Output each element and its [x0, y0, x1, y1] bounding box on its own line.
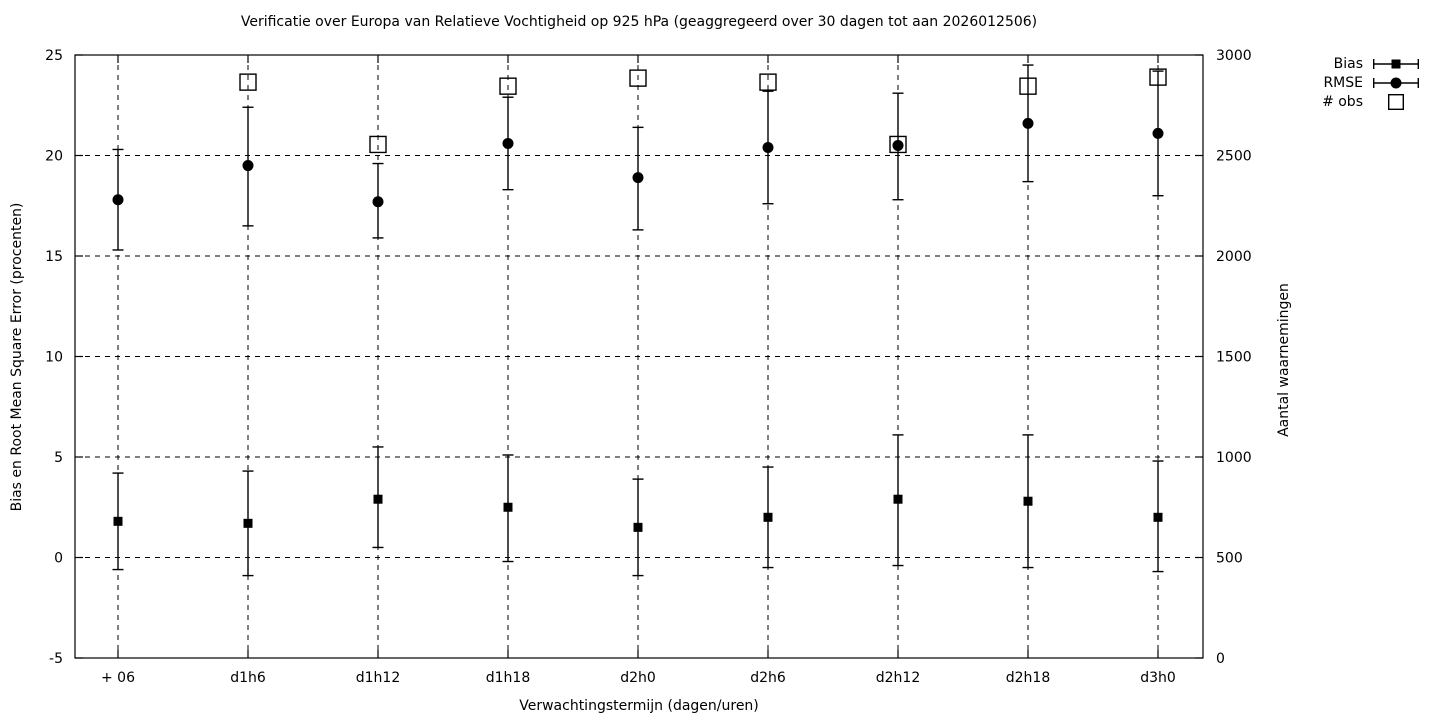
- series-bias: [112, 434, 1164, 577]
- legend-item-bias: Bias: [1322, 54, 1420, 73]
- gridlines: [75, 55, 1203, 658]
- legend-item-obs: # obs: [1322, 92, 1420, 111]
- svg-text:25: 25: [45, 48, 63, 64]
- legend: Bias RMSE # obs: [1322, 54, 1420, 111]
- svg-text:1000: 1000: [1216, 450, 1252, 466]
- svg-text:d1h12: d1h12: [356, 670, 400, 686]
- legend-item-rmse: RMSE: [1322, 73, 1420, 92]
- svg-text:+ 06: + 06: [101, 670, 135, 686]
- svg-text:1500: 1500: [1216, 350, 1252, 366]
- svg-text:d2h0: d2h0: [620, 670, 656, 686]
- chart-title: Verificatie over Europa van Relatieve Vo…: [240, 14, 1038, 30]
- svg-text:d2h18: d2h18: [1006, 670, 1050, 686]
- axis-ticks: [75, 54, 1203, 659]
- svg-text:10: 10: [45, 350, 63, 366]
- y-tick-labels-left: 25 20 15 10 5 0 -5: [45, 48, 63, 667]
- series-rmse: [112, 64, 1164, 251]
- legend-label-rmse: RMSE: [1323, 74, 1363, 91]
- rmse-errorbar-sample-icon: [1373, 77, 1419, 88]
- svg-text:3000: 3000: [1216, 48, 1252, 64]
- y-tick-labels-right: 3000 2500 2000 1500 1000 500 0: [1216, 48, 1252, 667]
- svg-text:d2h12: d2h12: [876, 670, 920, 686]
- obs-open-square-sample-icon: [1388, 93, 1405, 110]
- svg-text:d1h6: d1h6: [230, 670, 266, 686]
- svg-text:2000: 2000: [1216, 249, 1252, 265]
- svg-text:15: 15: [45, 249, 63, 265]
- svg-text:2500: 2500: [1216, 149, 1252, 165]
- y-axis-label-right: Aantal waarnemingen: [1276, 283, 1292, 437]
- svg-text:0: 0: [1216, 651, 1225, 667]
- svg-text:d1h18: d1h18: [486, 670, 530, 686]
- x-axis-label: Verwachtingstermijn (dagen/uren): [519, 698, 759, 714]
- legend-label-bias: Bias: [1333, 55, 1363, 72]
- svg-text:d2h6: d2h6: [750, 670, 786, 686]
- svg-text:-5: -5: [49, 651, 63, 667]
- svg-text:0: 0: [54, 551, 63, 567]
- bias-errorbar-sample-icon: [1373, 58, 1419, 69]
- x-tick-labels: + 06 d1h6 d1h12 d1h18 d2h0 d2h6 d2h12 d2h18 d3h0: [101, 670, 1176, 686]
- legend-label-obs: # obs: [1322, 93, 1363, 110]
- series-obs: [239, 68, 1167, 154]
- svg-text:20: 20: [45, 149, 63, 165]
- svg-text:500: 500: [1216, 551, 1243, 567]
- svg-text:d3h0: d3h0: [1140, 670, 1176, 686]
- y-axis-label-left: Bias en Root Mean Square Error (procente…: [9, 202, 25, 512]
- svg-text:5: 5: [54, 450, 63, 466]
